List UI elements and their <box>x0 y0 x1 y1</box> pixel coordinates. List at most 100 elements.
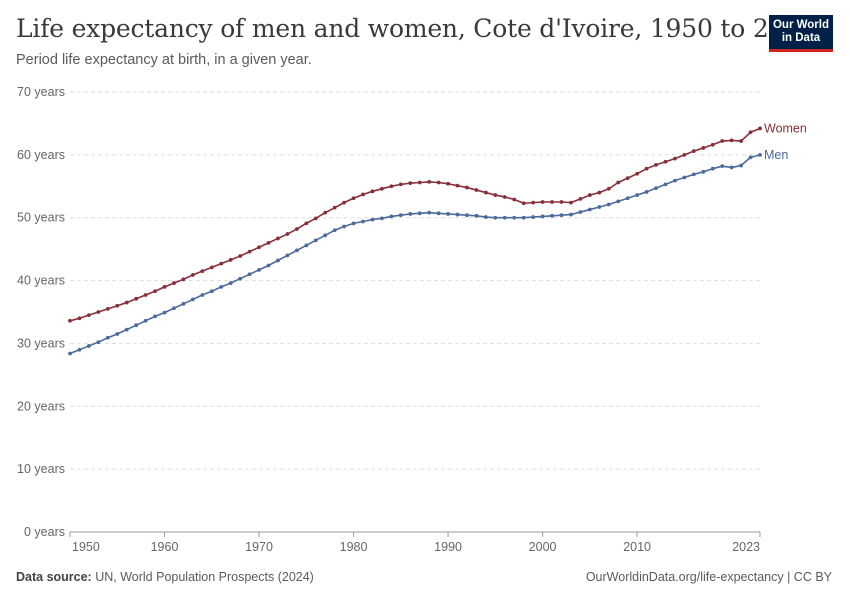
data-point-men <box>540 214 545 219</box>
data-point-women <box>143 293 148 297</box>
data-point-men <box>304 243 309 248</box>
data-point-women <box>739 139 743 143</box>
data-point-women <box>587 193 592 197</box>
data-point-women <box>691 149 696 153</box>
y-tick-label: 10 years <box>17 462 65 476</box>
data-point-men <box>521 215 526 220</box>
data-point-women <box>748 130 753 135</box>
data-point-women <box>540 200 545 204</box>
data-point-women <box>134 296 139 301</box>
data-point-women <box>502 195 507 199</box>
x-tick-label: 1960 <box>151 540 179 554</box>
data-point-men <box>531 215 536 219</box>
data-point-men <box>483 215 488 219</box>
data-point-men <box>115 332 120 336</box>
data-point-men <box>493 215 498 220</box>
data-point-men <box>663 182 668 187</box>
legend-label-women: Women <box>764 121 807 135</box>
data-point-men <box>370 217 375 222</box>
data-point-men <box>701 169 706 174</box>
data-point-men <box>294 248 299 253</box>
data-point-women <box>285 232 290 236</box>
series-line-women <box>69 127 761 322</box>
x-tick-label: 2010 <box>623 540 651 554</box>
data-point-women <box>417 180 422 185</box>
data-point-women <box>682 152 687 157</box>
data-point-women <box>474 188 479 192</box>
data-point-men <box>380 216 384 221</box>
data-point-women <box>710 142 715 147</box>
data-point-women <box>124 300 129 305</box>
data-point-men <box>87 344 91 348</box>
data-point-men <box>644 190 649 194</box>
data-point-men <box>181 301 186 306</box>
data-point-women <box>304 221 309 226</box>
data-point-women <box>578 196 583 201</box>
data-point-women <box>323 210 328 215</box>
data-point-women <box>597 190 602 195</box>
data-point-women <box>68 318 72 323</box>
data-point-men <box>257 267 261 272</box>
data-point-women <box>257 245 261 250</box>
data-point-men <box>417 211 422 216</box>
data-point-women <box>181 277 186 282</box>
y-tick-label: 0 years <box>24 525 65 539</box>
legend-label-men: Men <box>764 148 788 162</box>
data-point-men <box>597 205 602 209</box>
data-point-men <box>77 347 82 352</box>
data-point-women <box>96 310 101 314</box>
data-point-women <box>238 254 243 258</box>
data-point-men <box>616 199 621 204</box>
data-point-men <box>247 272 252 277</box>
axis-layer: 0 years 10 years 20 years 30 years 40 years 5… <box>17 85 761 554</box>
data-point-women <box>200 269 205 274</box>
data-point-men <box>389 214 394 219</box>
data-point-men <box>578 210 583 214</box>
data-point-women <box>398 182 403 187</box>
data-point-women <box>332 205 337 210</box>
data-point-men <box>342 224 347 229</box>
data-point-men <box>238 276 243 281</box>
y-tick-label: 30 years <box>17 336 65 350</box>
y-tick-label: 60 years <box>17 148 65 162</box>
source-link[interactable]: OurWorldinData.org/life-expectancy | CC … <box>585 570 832 584</box>
data-point-women <box>153 289 157 294</box>
data-point-men <box>587 207 592 212</box>
data-point-women <box>427 179 432 184</box>
logo-line-1: Our World <box>772 19 829 31</box>
data-point-women <box>209 265 214 270</box>
data-point-women <box>663 159 668 164</box>
data-point-women <box>247 249 252 254</box>
data-point-men <box>124 327 129 332</box>
data-point-men <box>436 211 441 216</box>
data-point-men <box>351 221 356 226</box>
data-point-men <box>408 212 413 216</box>
data-point-men <box>455 212 460 217</box>
data-point-men <box>446 212 450 216</box>
x-tick-label: 1990 <box>434 540 462 554</box>
x-tick-label: 1970 <box>245 540 273 554</box>
data-point-men <box>219 284 224 289</box>
data-point-men <box>748 155 753 160</box>
x-tick-label: 2023 <box>732 540 760 554</box>
owid-logo[interactable]: Our World in Data <box>769 15 833 52</box>
data-point-men <box>739 163 743 168</box>
data-point-women <box>644 166 649 171</box>
data-point-women <box>190 273 195 277</box>
data-point-women <box>294 227 299 231</box>
data-point-men <box>143 318 148 323</box>
data-point-women <box>701 146 706 150</box>
series-line-men <box>69 154 761 355</box>
data-point-women <box>720 139 725 143</box>
logo-line-2: in Data <box>781 32 821 44</box>
x-tick-label: 1980 <box>340 540 368 554</box>
data-point-women <box>313 216 318 221</box>
data-point-men <box>105 335 110 340</box>
data-point-men <box>68 351 72 356</box>
data-point-women <box>105 306 110 311</box>
data-point-men <box>153 314 157 319</box>
data-point-women <box>550 200 554 204</box>
series-layer <box>68 126 762 356</box>
data-point-women <box>531 200 536 205</box>
